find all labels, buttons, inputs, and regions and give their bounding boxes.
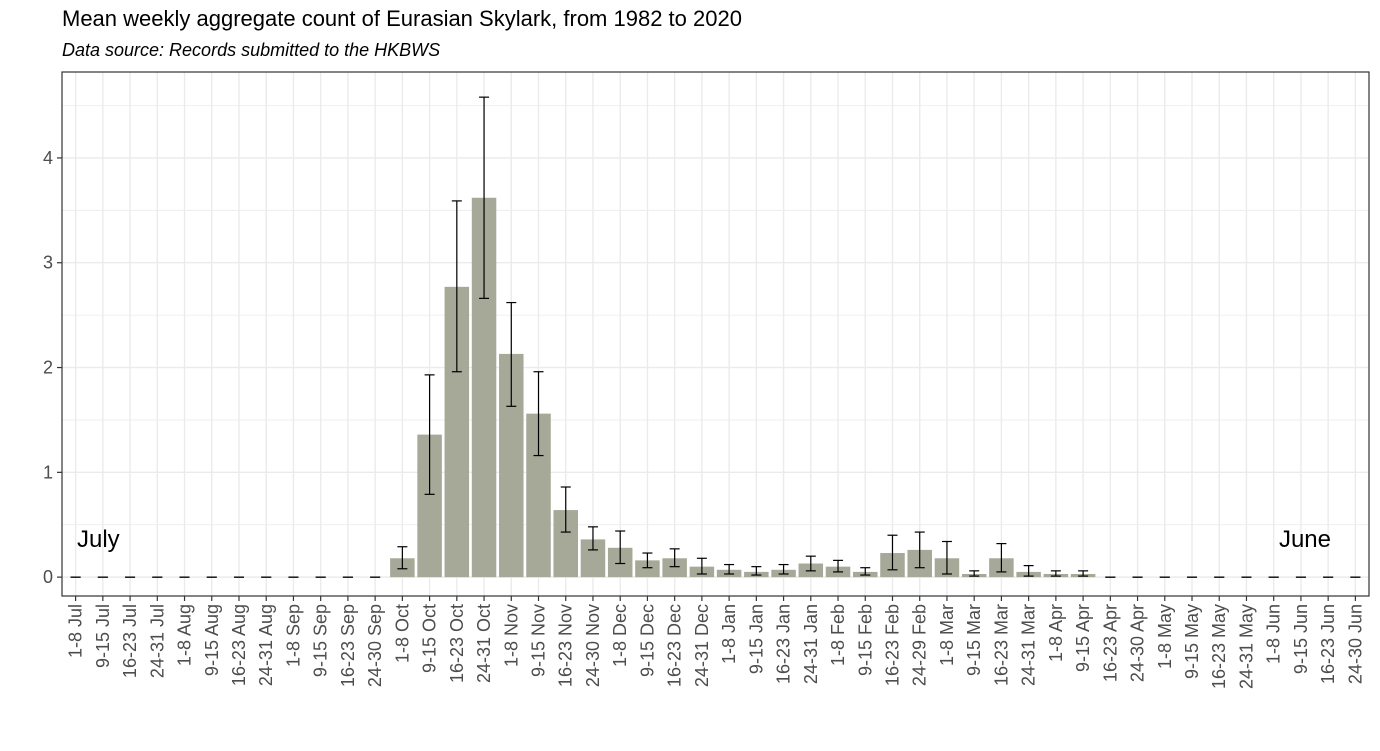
error-bar	[996, 542, 1007, 573]
x-tick-label: 9-15 Jul	[93, 604, 113, 668]
annotation-july: July	[77, 526, 120, 553]
error-bar	[914, 531, 925, 569]
error-bar	[451, 200, 462, 373]
bar	[635, 560, 660, 578]
error-bar	[778, 563, 789, 575]
bar	[662, 558, 687, 578]
y-tick-label: 2	[43, 358, 53, 378]
x-tick-label: 16-23 Oct	[447, 604, 467, 683]
x-tick-label: 1-8 Mar	[937, 604, 957, 666]
y-tick-label: 1	[43, 462, 53, 482]
x-tick-label: 16-23 May	[1209, 604, 1229, 689]
x-tick-label: 9-15 Dec	[637, 604, 657, 677]
x-tick-label: 16-23 Jan	[774, 604, 794, 684]
error-bar	[1078, 570, 1089, 577]
x-tick-label: 9-15 Jan	[746, 604, 766, 674]
x-tick-label: 1-8 Dec	[610, 604, 630, 667]
error-bar	[833, 559, 844, 573]
x-tick-label: 1-8 Jul	[66, 604, 86, 658]
error-bar	[587, 526, 598, 551]
x-tick-label: 1-8 Oct	[392, 604, 412, 663]
x-tick-label: 24-31 Mar	[1019, 604, 1039, 686]
annotation-june: June	[1279, 526, 1331, 553]
plot-frame	[61, 71, 1370, 597]
y-tick-label: 4	[43, 148, 53, 168]
x-tick-label: 1-8 Jan	[719, 604, 739, 664]
error-bar	[887, 534, 898, 571]
bars	[390, 197, 1096, 578]
x-tick-label: 16-23 Aug	[229, 604, 249, 686]
error-bar	[724, 563, 735, 575]
x-tick-label: 1-8 Nov	[501, 604, 521, 667]
y-tick-label: 3	[43, 253, 53, 273]
x-tick-label: 24-31 Oct	[474, 604, 494, 683]
x-tick-label: 16-23 Jul	[120, 604, 140, 678]
x-tick-label: 16-23 Nov	[556, 604, 576, 687]
x-tick-label: 16-23 Mar	[991, 604, 1011, 686]
x-tick-label: 24-31 Dec	[692, 604, 712, 687]
error-bar	[615, 530, 626, 565]
x-tick-label: 16-23 Apr	[1100, 604, 1120, 682]
x-tick-label: 9-15 May	[1182, 604, 1202, 679]
x-tick-label: 24-31 Jan	[801, 604, 821, 684]
x-tick-label: 16-23 Feb	[882, 604, 902, 686]
x-tick-label: 16-23 Sep	[338, 604, 358, 687]
x-tick-label: 24-30 Nov	[583, 604, 603, 687]
x-tick-label: 1-8 Jun	[1264, 604, 1284, 664]
x-tick-label: 1-8 May	[1155, 604, 1175, 669]
x-tick-label: 24-30 Apr	[1128, 604, 1148, 682]
error-bar	[696, 557, 707, 575]
error-bar	[805, 555, 816, 572]
x-tick-label: 24-31 Aug	[256, 604, 276, 686]
error-bar	[533, 371, 544, 457]
error-bar	[1050, 570, 1061, 577]
error-bar	[1023, 565, 1034, 577]
error-bar	[506, 301, 517, 407]
chart-title: Mean weekly aggregate count of Eurasian …	[62, 6, 742, 31]
x-tick-label: 24-31 Jul	[147, 604, 167, 678]
x-tick-label: 1-8 Sep	[283, 604, 303, 667]
y-tick-label: 0	[43, 567, 53, 587]
error-bar	[642, 552, 653, 569]
x-tick-label: 9-15 Feb	[855, 604, 875, 676]
x-tick-label: 9-15 Mar	[964, 604, 984, 676]
chart-subtitle: Data source: Records submitted to the HK…	[62, 40, 441, 60]
error-bar	[669, 548, 680, 568]
x-tick-label: 24-30 Jun	[1345, 604, 1365, 684]
x-tick-label: 1-8 Feb	[828, 604, 848, 666]
error-bars	[70, 96, 1361, 578]
x-tick-label: 9-15 Jun	[1291, 604, 1311, 674]
x-tick-label: 9-15 Aug	[202, 604, 222, 676]
x-tick-label: 9-15 Oct	[420, 604, 440, 673]
x-tick-label: 24-31 May	[1236, 604, 1256, 689]
x-tick-label: 16-23 Jun	[1318, 604, 1338, 684]
error-bar	[479, 96, 490, 299]
error-bar	[860, 567, 871, 576]
x-axis: 1-8 Jul 9-15 Jul 16-23 Jul 24-31 Jul 1-8 Aug…	[66, 596, 1365, 689]
error-bar	[424, 374, 435, 495]
y-axis: 0 1 2 3 4	[43, 148, 62, 587]
x-tick-label: 1-8 Aug	[175, 604, 195, 666]
x-tick-label: 9-15 Apr	[1073, 604, 1093, 672]
error-bar	[560, 486, 571, 533]
error-bar	[969, 570, 980, 577]
x-tick-label: 1-8 Apr	[1046, 604, 1066, 662]
x-tick-label: 24-30 Sep	[365, 604, 385, 687]
x-tick-label: 9-15 Sep	[311, 604, 331, 677]
x-tick-label: 16-23 Dec	[665, 604, 685, 687]
x-tick-label: 24-29 Feb	[910, 604, 930, 686]
grid-lines	[62, 72, 1369, 596]
x-tick-label: 9-15 Nov	[529, 604, 549, 677]
error-bar	[397, 546, 408, 570]
error-bar	[751, 566, 762, 576]
error-bar	[941, 540, 952, 575]
